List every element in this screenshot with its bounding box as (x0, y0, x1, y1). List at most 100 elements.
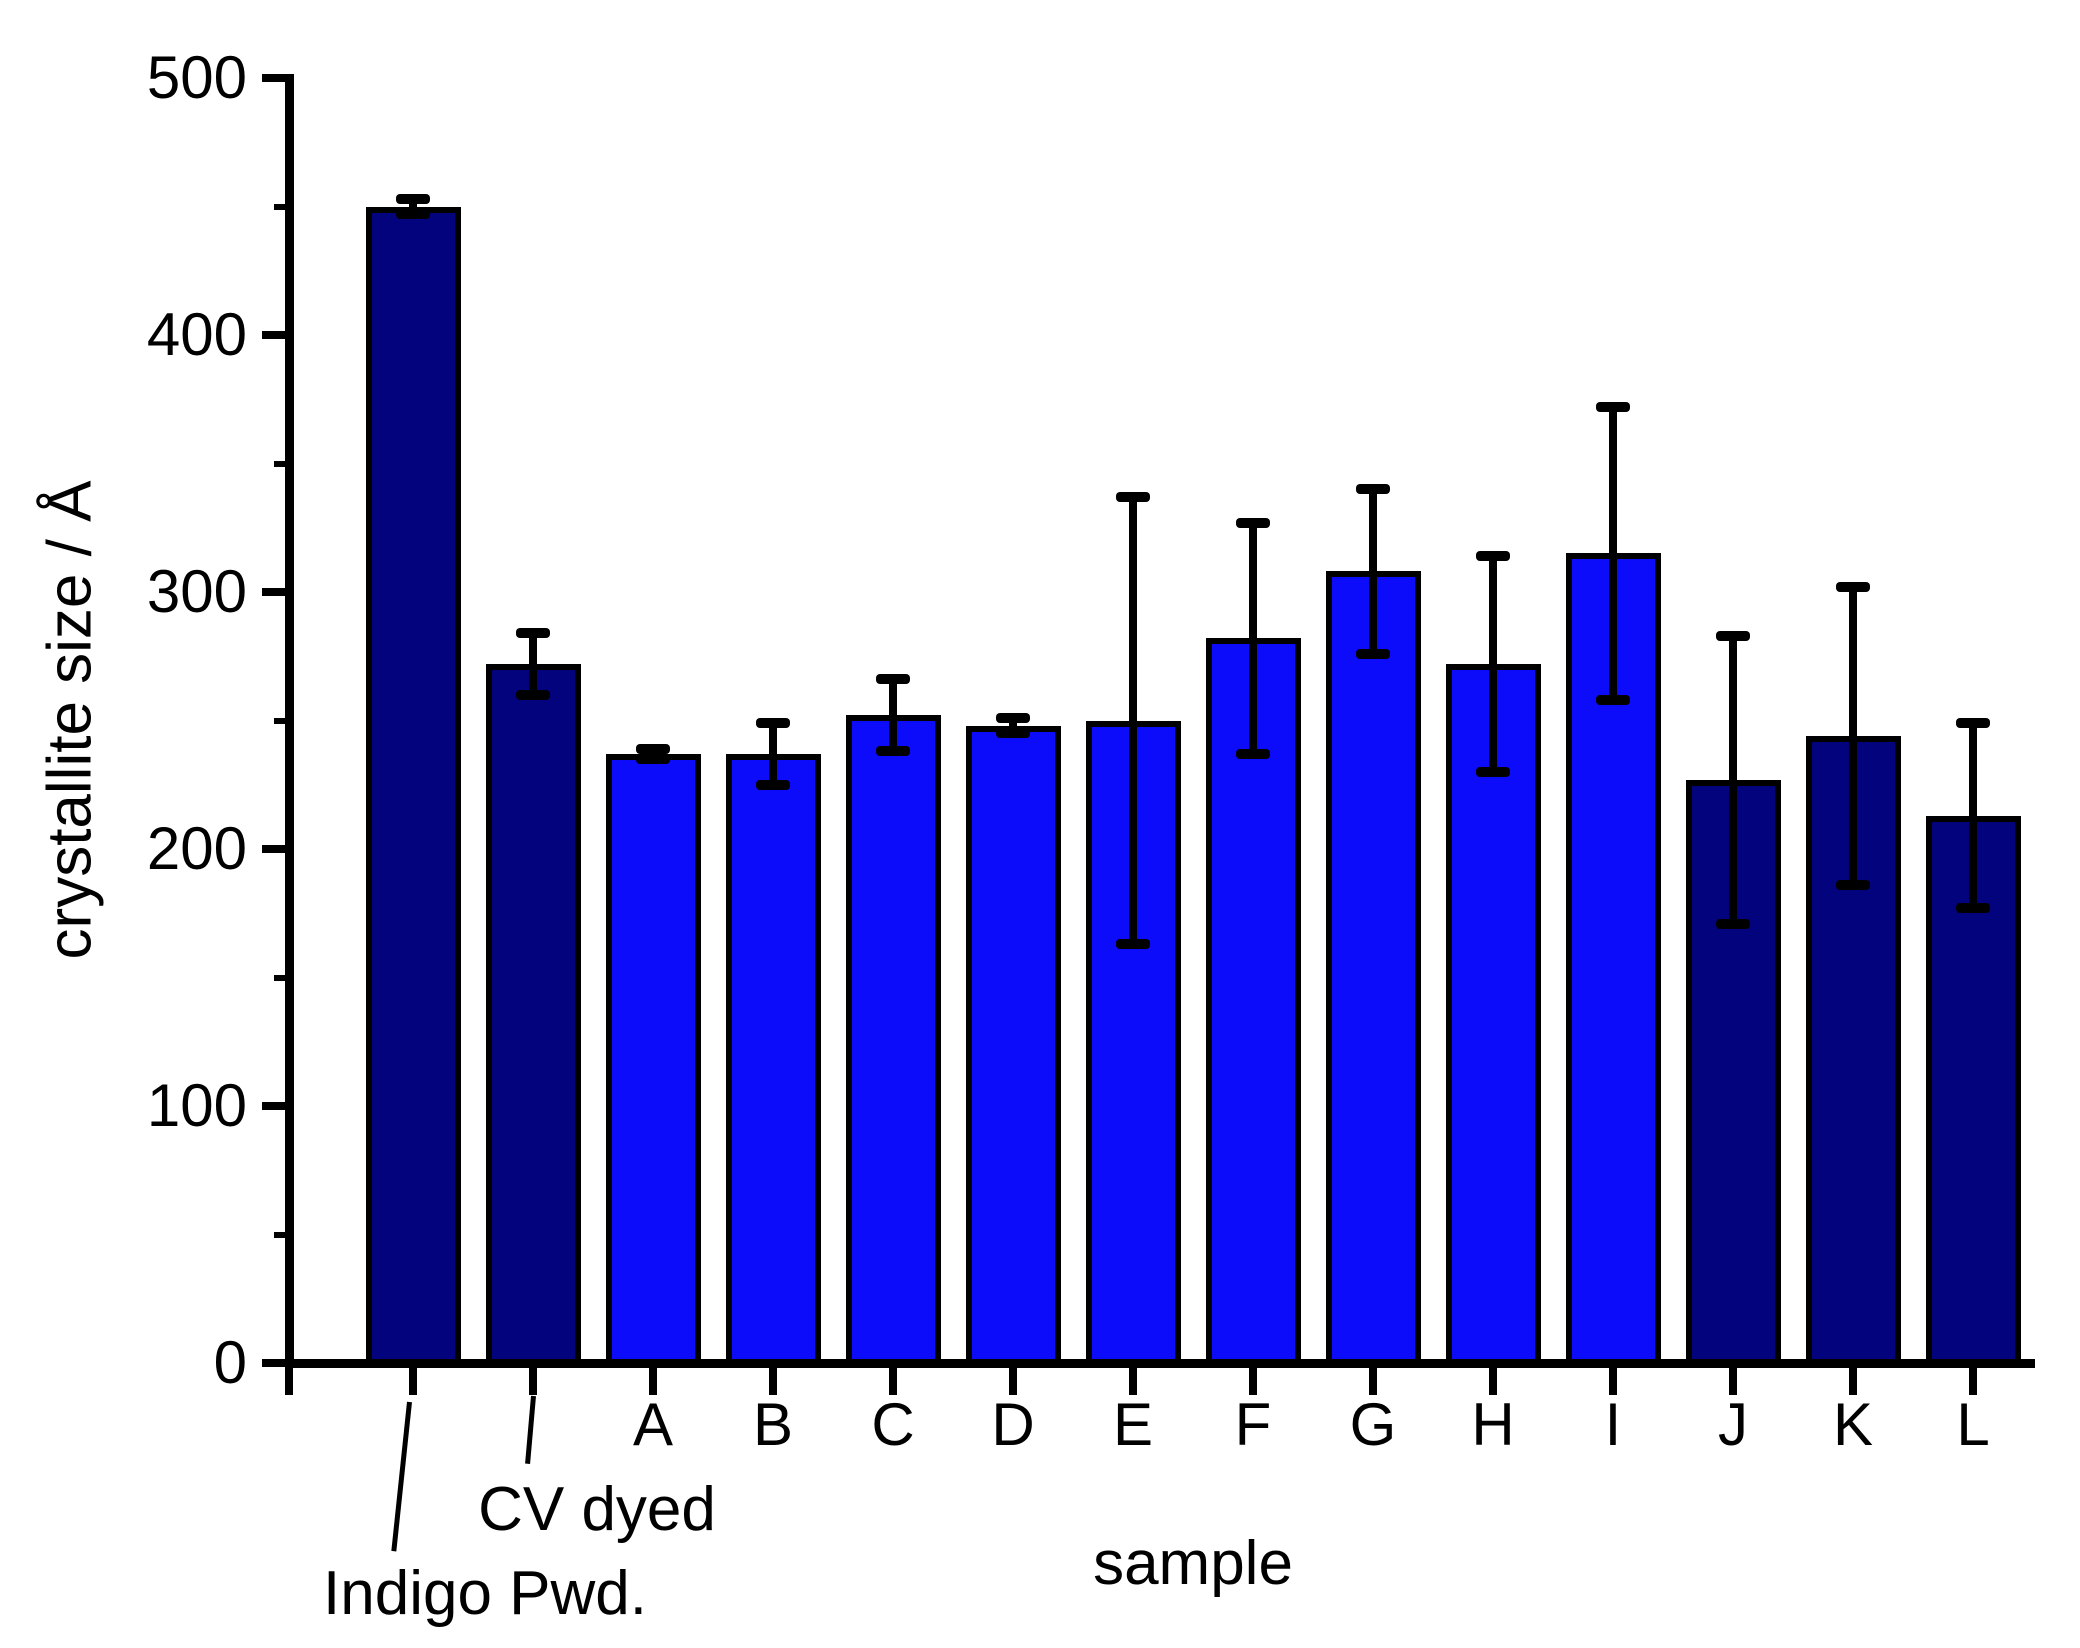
error-cap-low-A (636, 754, 670, 765)
error-bar-J (1729, 635, 1737, 924)
error-cap-low-H (1476, 766, 1510, 777)
error-bar-H (1489, 556, 1497, 772)
error-cap-low-G (1356, 648, 1390, 659)
bar-G (1325, 571, 1421, 1367)
x-tick-label-K: K (1832, 1391, 1874, 1458)
error-cap-high-CV-dyed (516, 628, 550, 639)
leader-line-indigo (391, 1401, 412, 1552)
x-tick-E (1129, 1367, 1137, 1395)
error-cap-high-E (1116, 491, 1150, 502)
y-minor-tick-150 (274, 974, 289, 981)
annotation-indigo-pwd: Indigo Pwd. (323, 1559, 647, 1628)
error-cap-high-G (1356, 484, 1390, 495)
x-tick-label-G: G (1349, 1391, 1397, 1458)
x-tick-label-C: C (871, 1391, 915, 1458)
y-tick-label-300: 300 (146, 558, 247, 625)
error-cap-low-B (756, 779, 790, 790)
x-tick-label-I: I (1604, 1391, 1622, 1458)
error-cap-low-E (1116, 939, 1150, 950)
error-bar-CV-dyed (529, 633, 537, 695)
x-axis-title: sample (1093, 1529, 1293, 1598)
y-tick-label-100: 100 (146, 1072, 247, 1139)
x-tick-label-D: D (991, 1391, 1035, 1458)
x-tick-label-F: F (1234, 1391, 1272, 1458)
x-tick-label-H: H (1471, 1391, 1515, 1458)
bar-C (845, 715, 941, 1367)
x-tick-B (769, 1367, 777, 1395)
x-tick-H (1489, 1367, 1497, 1395)
error-bar-G (1369, 489, 1377, 654)
x-tick-label-L: L (1956, 1391, 1990, 1458)
x-tick-D (1009, 1367, 1017, 1395)
error-cap-low-D (996, 728, 1030, 739)
error-bar-A (649, 748, 657, 760)
y-minor-tick-350 (274, 460, 289, 467)
error-bar-B (769, 723, 777, 785)
error-cap-low-Indigo-Pwd- (396, 209, 430, 220)
x-tick-Indigo-Pwd- (409, 1367, 417, 1395)
error-cap-high-H (1476, 551, 1510, 562)
bar-Indigo-Pwd- (365, 206, 461, 1367)
x-tick-label-J: J (1718, 1391, 1748, 1458)
error-cap-high-Indigo-Pwd- (396, 193, 430, 204)
annotation-cv-dyed: CV dyed (478, 1475, 716, 1544)
bar-H (1445, 663, 1541, 1367)
error-cap-high-B (756, 718, 790, 729)
y-major-tick-200 (262, 845, 289, 853)
y-axis-line (285, 74, 294, 1367)
bar-F (1205, 638, 1301, 1367)
error-cap-low-J (1716, 918, 1750, 929)
y-major-tick-300 (262, 588, 289, 596)
leader-line-cv (525, 1395, 536, 1464)
y-minor-tick-450 (274, 203, 289, 210)
x-tick-I (1609, 1367, 1617, 1395)
x-axis-origin-tick (285, 1367, 293, 1395)
bar-A (605, 753, 701, 1367)
y-tick-label-400: 400 (146, 301, 247, 368)
error-cap-low-CV-dyed (516, 689, 550, 700)
error-cap-low-F (1236, 748, 1270, 759)
x-tick-A (649, 1367, 657, 1395)
x-tick-L (1969, 1367, 1977, 1395)
error-cap-high-D (996, 712, 1030, 723)
y-major-tick-500 (262, 74, 289, 82)
y-major-tick-100 (262, 1102, 289, 1110)
bar-D (965, 725, 1061, 1367)
error-bar-C (889, 679, 897, 752)
error-cap-low-C (876, 746, 910, 757)
x-tick-CV-dyed (529, 1367, 537, 1395)
y-tick-label-0: 0 (213, 1329, 247, 1396)
error-cap-high-F (1236, 517, 1270, 528)
error-cap-high-A (636, 743, 670, 754)
error-bar-K (1849, 586, 1857, 885)
x-tick-F (1249, 1367, 1257, 1395)
y-major-tick-0 (262, 1359, 289, 1367)
error-cap-high-C (876, 674, 910, 685)
error-bar-Indigo-Pwd- (409, 198, 417, 215)
y-minor-tick-50 (274, 1231, 289, 1238)
error-bar-E (1129, 496, 1137, 945)
y-minor-tick-250 (274, 717, 289, 724)
error-bar-D (1009, 717, 1017, 734)
error-bar-F (1249, 522, 1257, 754)
x-tick-label-E: E (1112, 1391, 1154, 1458)
error-cap-high-I (1596, 401, 1630, 412)
error-cap-low-L (1956, 903, 1990, 914)
x-tick-J (1729, 1367, 1737, 1395)
x-tick-label-A: A (632, 1391, 674, 1458)
error-cap-low-K (1836, 879, 1870, 890)
error-cap-high-K (1836, 581, 1870, 592)
y-tick-label-500: 500 (146, 44, 247, 111)
error-bar-I (1609, 406, 1617, 700)
error-cap-high-J (1716, 630, 1750, 641)
x-tick-K (1849, 1367, 1857, 1395)
x-tick-C (889, 1367, 897, 1395)
y-tick-label-200: 200 (146, 815, 247, 882)
x-tick-G (1369, 1367, 1377, 1395)
error-cap-high-L (1956, 718, 1990, 729)
x-axis-line (285, 1359, 2035, 1368)
error-cap-low-I (1596, 694, 1630, 705)
x-tick-label-B: B (752, 1391, 794, 1458)
error-bar-L (1969, 723, 1977, 909)
